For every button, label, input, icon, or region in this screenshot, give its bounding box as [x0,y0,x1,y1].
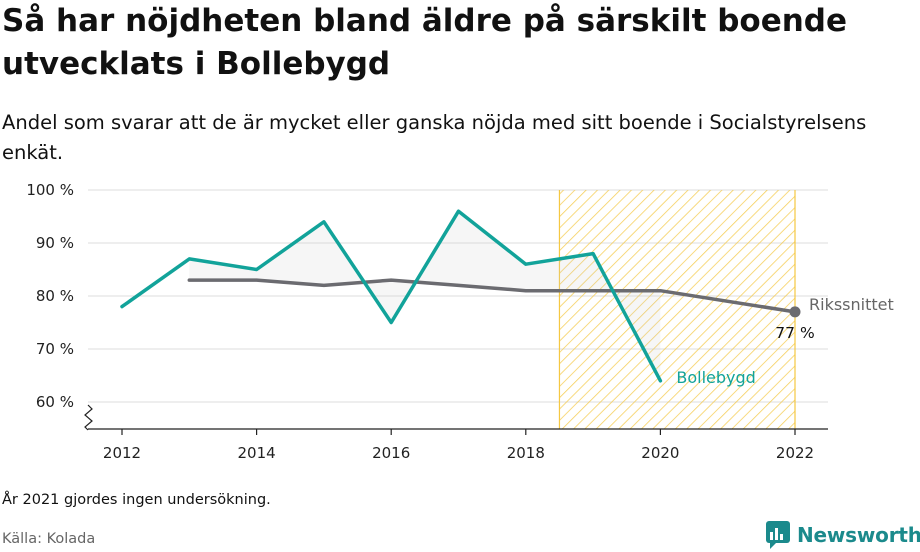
highlight-region [559,190,795,429]
x-tick-label: 2022 [776,444,814,462]
series-line-bollebygd [120,209,663,383]
chart-title: Så har nöjdheten bland äldre på särskilt… [2,3,848,82]
chart-subtitle: Andel som svarar att de är mycket eller … [2,111,867,164]
y-tick-label: 100 % [26,181,74,199]
y-tick-label: 70 % [36,340,74,358]
brand-name: Newsworthy [797,523,920,547]
x-tick-label: 2014 [238,444,276,462]
difference-area [189,211,661,381]
y-tick-label: 80 % [36,287,74,305]
brand-logo: Newsworthy [765,518,920,552]
x-tick-label: 2018 [507,444,545,462]
y-tick-label: 60 % [36,393,74,411]
series-label-bollebygd: Bollebygd [676,368,755,387]
x-tick-label: 2020 [641,444,679,462]
series-end-marker [789,306,801,318]
series-label-rikssnittet: Rikssnittet [809,295,894,314]
x-tick-label: 2016 [372,444,410,462]
source-note: Källa: Kolada [2,531,96,547]
end-value-label: 77 % [775,324,814,342]
series-line-rikssnittet [187,278,797,314]
footnote: År 2021 gjordes ingen undersökning. [2,492,271,508]
x-tick-label: 2012 [103,444,141,462]
line-chart: 60 % 70 % 80 % 90 % 100 % 2012 2014 2016 2018 202… [26,181,894,462]
y-tick-label: 90 % [36,234,74,252]
chart-bubble-icon [766,521,790,549]
axis-break-icon [84,404,93,431]
